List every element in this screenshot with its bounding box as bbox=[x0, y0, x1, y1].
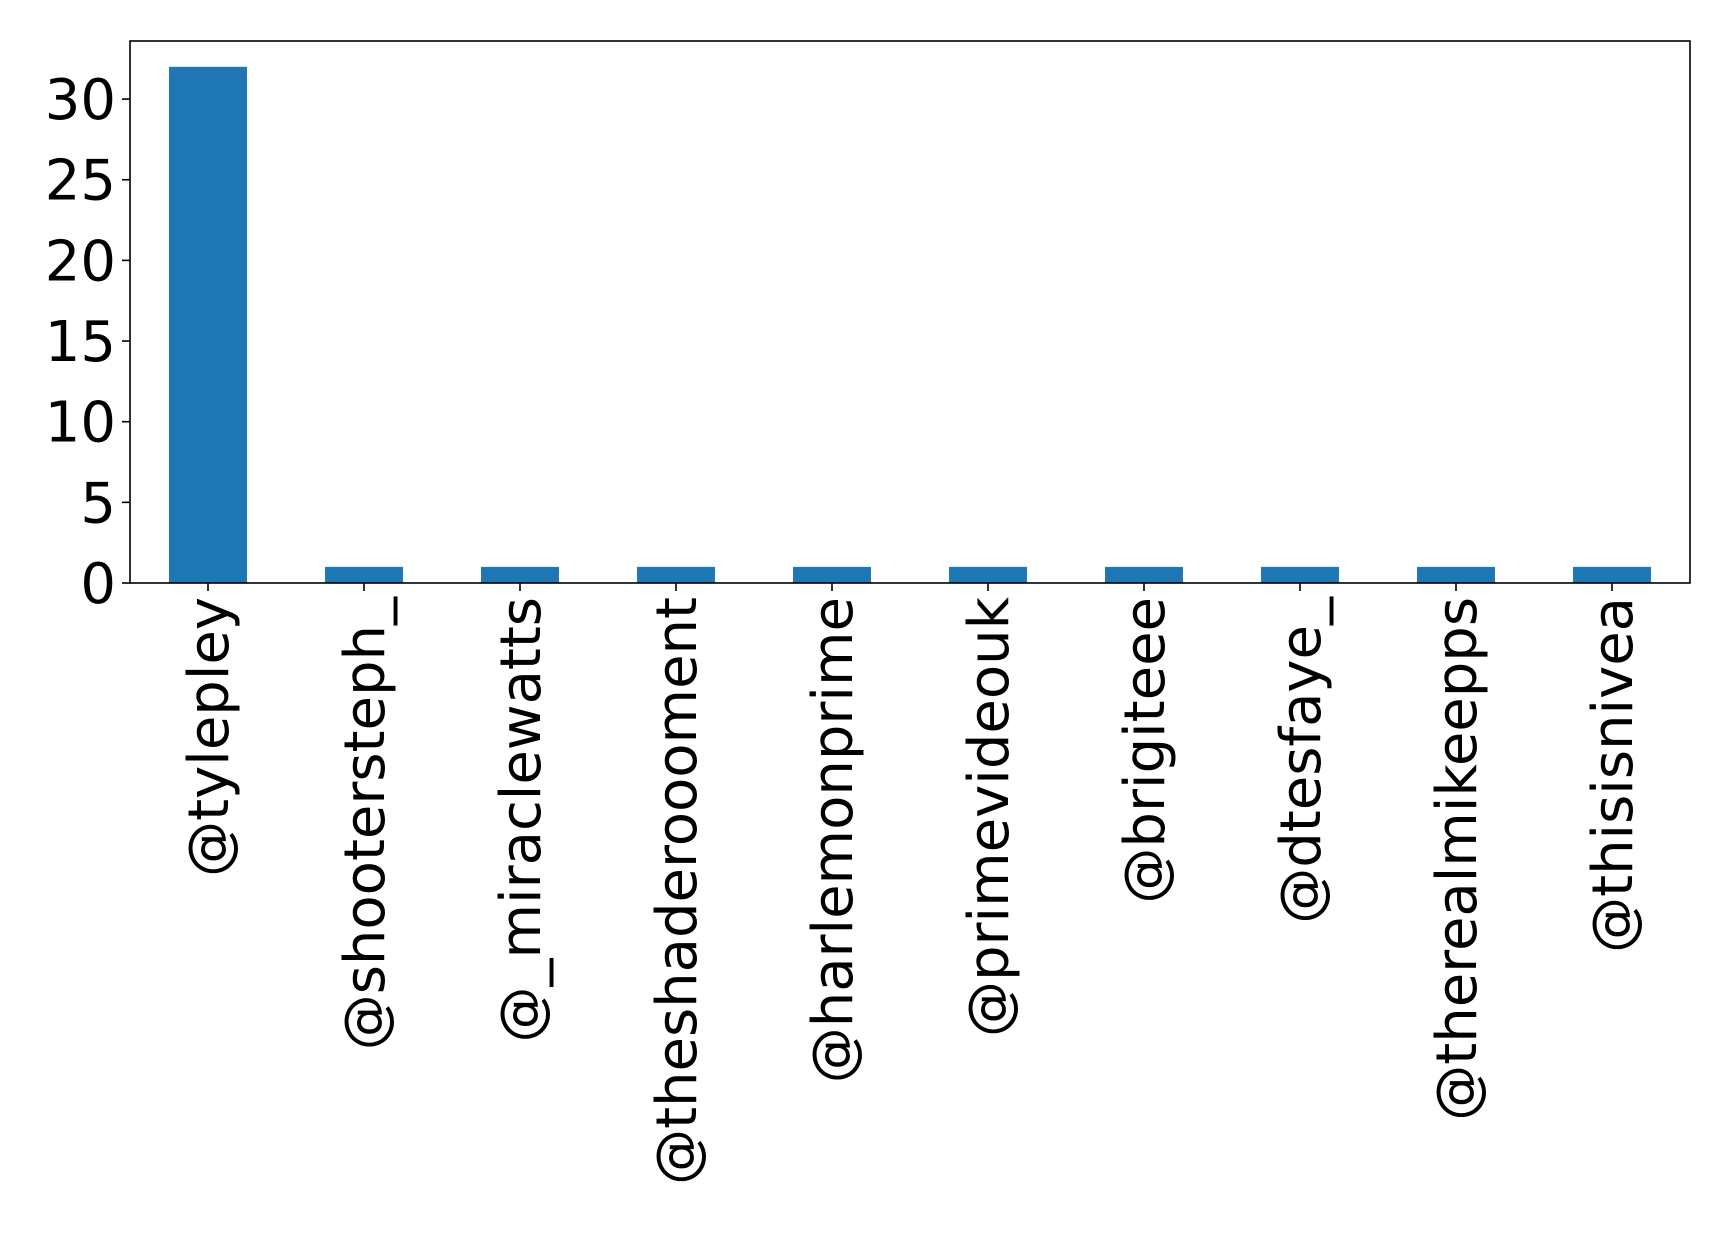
x-axis: @tyleplеy @shootersteph_ @_miraclewatts @th… bbox=[177, 583, 1646, 1185]
bar bbox=[169, 66, 247, 584]
bar bbox=[1261, 566, 1339, 583]
y-tick-label: 15 bbox=[45, 310, 116, 375]
bar bbox=[793, 566, 871, 583]
bars-layer bbox=[169, 66, 1651, 584]
bar bbox=[1105, 566, 1183, 583]
y-tick-label: 30 bbox=[45, 68, 116, 133]
x-tick-label: @theshaderoooment bbox=[645, 597, 710, 1185]
x-tick-label: @thisisnivea bbox=[1581, 597, 1646, 953]
y-tick-label: 0 bbox=[80, 552, 116, 617]
x-tick-label: @primevideouk bbox=[957, 596, 1022, 1037]
plot-frame bbox=[129, 40, 1691, 584]
bar bbox=[481, 566, 559, 583]
x-tick-label: @brigiteee bbox=[1113, 597, 1178, 904]
y-tick-label: 5 bbox=[80, 471, 116, 536]
bar bbox=[1417, 566, 1495, 583]
x-tick-label: @shootersteph_ bbox=[333, 596, 398, 1050]
bar bbox=[1573, 566, 1651, 583]
y-tick-label: 20 bbox=[45, 229, 116, 294]
x-tick-label: @tyleplеy bbox=[177, 597, 242, 877]
x-tick-label: @harlemonprime bbox=[801, 597, 866, 1083]
x-tick-label: @_miraclewatts bbox=[489, 597, 554, 1042]
y-tick-label: 10 bbox=[45, 391, 116, 456]
bar bbox=[637, 566, 715, 583]
y-tick-label: 25 bbox=[45, 149, 116, 214]
bar bbox=[949, 566, 1027, 583]
y-axis: 0 5 10 15 20 25 30 bbox=[45, 68, 130, 617]
bar bbox=[325, 566, 403, 583]
x-tick-label: @dtesfaye_ bbox=[1269, 596, 1334, 924]
x-tick-label: @therealmikeepps bbox=[1425, 597, 1490, 1121]
